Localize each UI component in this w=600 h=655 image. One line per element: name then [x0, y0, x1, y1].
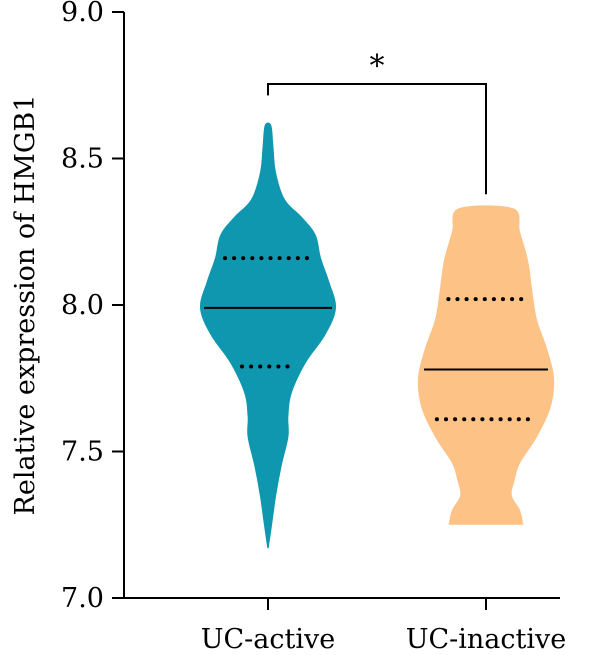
axes: 7.0 7.5 8.0 8.5 9.0 UC-active UC-inactive — [61, 0, 566, 655]
y-tick-label: 8.5 — [61, 144, 104, 175]
y-tick-label: 7.5 — [61, 437, 104, 468]
x-tick-label: UC-active — [201, 624, 335, 655]
significance-bracket — [267, 83, 487, 195]
y-tick-label: 8.0 — [61, 290, 104, 321]
violin-uc-inactive — [417, 205, 555, 525]
significance-star: * — [370, 49, 385, 84]
y-axis-title: Relative expression of HMGB1 — [10, 95, 41, 516]
significance-annotation: * — [267, 49, 487, 195]
x-tick-label: UC-inactive — [406, 624, 567, 655]
y-tick-label: 7.0 — [61, 583, 104, 614]
violins — [199, 122, 555, 549]
violin-uc-active — [199, 122, 337, 549]
y-tick-label: 9.0 — [61, 0, 104, 28]
